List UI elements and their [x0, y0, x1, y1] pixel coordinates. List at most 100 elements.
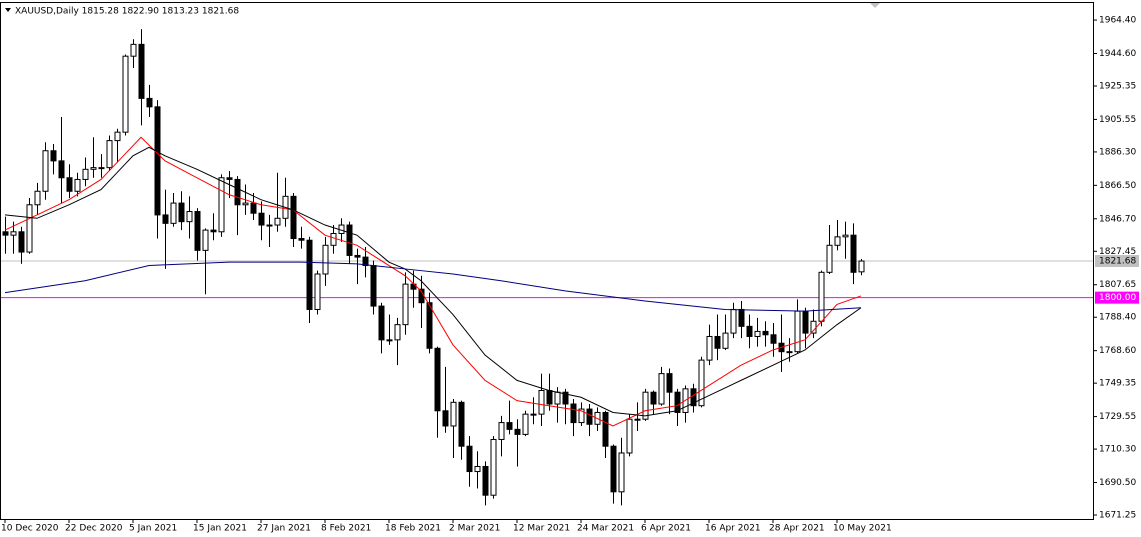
candle-body: [570, 403, 577, 424]
x-tick-label: 28 Apr 2021: [769, 524, 825, 534]
candle-body: [562, 391, 569, 405]
candle-body: [642, 391, 649, 420]
level-label-box: [1095, 291, 1139, 304]
candle-body: [306, 239, 313, 310]
candle-body: [210, 229, 217, 233]
candle-body: [370, 265, 377, 307]
candle-body: [738, 308, 745, 327]
candle-body: [706, 335, 713, 361]
x-tick-label: 16 Apr 2021: [705, 524, 761, 534]
x-tick-label: 2 Mar 2021: [449, 524, 500, 534]
candle-body: [858, 260, 865, 273]
candle-body: [330, 232, 337, 246]
candle-body: [34, 190, 41, 206]
x-tick-label: 10 May 2021: [833, 524, 892, 534]
x-tick-label: 15 Jan 2021: [193, 524, 247, 534]
y-tick-label: 1690.50: [1099, 478, 1136, 488]
candle-body: [250, 202, 257, 214]
candle-body: [314, 273, 321, 310]
candle-body: [538, 390, 545, 415]
candle-body: [850, 234, 857, 273]
moving-average: [4, 261, 862, 312]
candle-body: [386, 339, 393, 342]
y-tick-label: 1788.40: [1099, 313, 1136, 323]
x-tick-label: 27 Jan 2021: [257, 524, 311, 534]
candle-body: [514, 428, 521, 435]
candle-body: [434, 347, 441, 412]
candle-body: [786, 351, 793, 354]
x-tick-label: 5 Jan 2021: [129, 524, 177, 534]
candle-body: [578, 408, 585, 424]
candle-body: [106, 140, 113, 169]
x-tick-label: 22 Dec 2020: [65, 524, 123, 534]
level-label: 1821.68: [1099, 257, 1136, 267]
candle-body: [610, 445, 617, 493]
y-tick-label: 1729.55: [1099, 412, 1136, 422]
candle-body: [2, 231, 9, 236]
candle-body: [586, 408, 593, 425]
candle-body: [154, 106, 161, 216]
candle-body: [498, 422, 505, 440]
candle-body: [482, 465, 489, 496]
candle-body: [194, 211, 201, 251]
y-tick-label: 1846.70: [1099, 214, 1136, 224]
candle-body: [90, 167, 97, 170]
x-tick-label: 8 Feb 2021: [321, 524, 371, 534]
candle-body: [242, 202, 249, 206]
candle-body: [26, 204, 33, 253]
level-label: 1800.00: [1099, 293, 1136, 303]
x-tick-label: 12 Mar 2021: [513, 524, 570, 534]
y-tick-label: 1768.60: [1099, 346, 1136, 356]
candle-body: [218, 177, 225, 233]
candle-body: [114, 131, 121, 142]
candle-body: [666, 373, 673, 393]
candle-body: [474, 465, 481, 473]
candle-body: [50, 150, 57, 162]
x-tick-label: 6 Apr 2021: [641, 524, 691, 534]
candle-body: [138, 43, 145, 99]
candle-body: [402, 283, 409, 326]
candle-body: [698, 359, 705, 407]
candle-body: [170, 202, 177, 224]
y-tick-label: 1964.40: [1099, 16, 1136, 26]
candle-body: [346, 224, 353, 256]
candle-body: [362, 256, 369, 267]
y-tick-label: 1710.30: [1099, 445, 1136, 455]
candle-body: [546, 390, 553, 405]
candle-body: [186, 211, 193, 223]
candle-body: [130, 43, 137, 57]
candle-body: [762, 330, 769, 336]
candle-body: [258, 212, 265, 226]
y-tick-label: 1671.25: [1099, 511, 1136, 521]
candle-body: [354, 254, 361, 258]
y-tick-label: 1905.55: [1099, 115, 1136, 125]
candle-body: [826, 244, 833, 273]
y-tick-label: 1827.45: [1099, 247, 1136, 257]
candle-body: [818, 271, 825, 322]
candle-body: [202, 229, 209, 251]
candle-body: [650, 391, 657, 405]
candle-body: [290, 195, 297, 240]
candle-body: [802, 310, 809, 334]
candle-body: [746, 325, 753, 337]
candle-body: [618, 452, 625, 493]
candle-body: [98, 167, 105, 170]
candle-body: [298, 238, 305, 241]
candle-body: [714, 335, 721, 349]
candle-body: [394, 324, 401, 341]
candle-body: [10, 231, 17, 236]
candle-body: [226, 177, 233, 180]
candle-body: [450, 401, 457, 427]
candle-body: [810, 320, 817, 334]
candle-body: [658, 373, 665, 405]
moving-average: [4, 146, 862, 417]
y-tick-label: 1886.30: [1099, 147, 1136, 157]
candle-body: [602, 411, 609, 447]
candle-body: [626, 418, 633, 454]
candle-body: [234, 178, 241, 206]
candle-body: [146, 97, 153, 108]
candle-body: [274, 217, 281, 226]
candle-body: [530, 413, 537, 416]
y-tick-label: 1925.35: [1099, 81, 1136, 91]
candle-body: [74, 178, 81, 192]
